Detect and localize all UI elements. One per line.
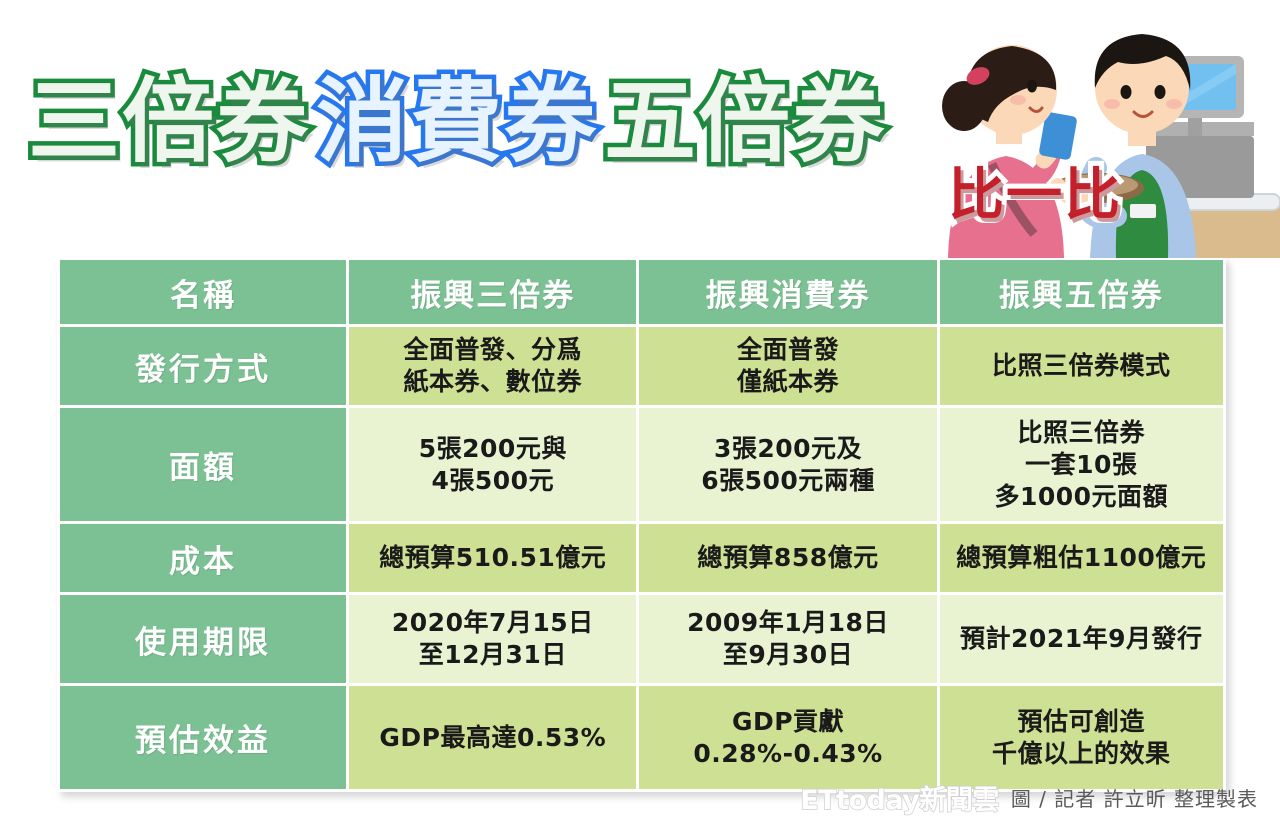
- cell-issue-method-consumer: 全面普發 僅紙本券: [639, 327, 937, 405]
- table-row: 成本 總預算510.51億元 總預算858億元 總預算粗估1100億元: [60, 524, 1223, 592]
- cell-benefit-consumer: GDP貢獻 0.28%-0.43%: [639, 686, 937, 789]
- row-label-cost: 成本: [60, 524, 347, 592]
- footer: ETtoday新聞雲 圖 / 記者 許立昕 整理製表: [799, 778, 1258, 817]
- header-cell-triple: 振興三倍券: [349, 260, 637, 324]
- credit-text: 圖 / 記者 許立昕 整理製表: [1010, 787, 1258, 811]
- cell-validity-consumer: 2009年1月18日 至9月30日: [639, 595, 937, 683]
- illustration-svg: [942, 34, 1280, 258]
- page-title: 三倍券 消費券 五倍券: [23, 62, 889, 182]
- cell-cost-consumer: 總預算858億元: [639, 524, 937, 592]
- cell-validity-triple: 2020年7月15日 至12月31日: [349, 595, 637, 683]
- cell-issue-method-triple: 全面普發、分爲 紙本券、數位券: [349, 327, 637, 405]
- store-checkout-illustration: [940, 18, 1280, 258]
- ettoday-logo: ETtoday新聞雲: [799, 784, 1000, 817]
- table-row: 面額 5張200元與 4張500元 3張200元及 6張500元兩種 比照三倍券 一套…: [60, 408, 1223, 521]
- row-label-validity: 使用期限: [60, 595, 347, 683]
- header-cell-name: 名稱: [60, 260, 347, 324]
- table-row: 發行方式 全面普發、分爲 紙本券、數位券 全面普發 僅紙本券 比照三倍券模式: [60, 327, 1223, 405]
- comparison-table: 名稱 振興三倍券 振興消費券 振興五倍券 發行方式 全面普發、分爲 紙本券、數位券…: [57, 257, 1226, 792]
- cell-benefit-quintuple: 預估可創造 千億以上的效果: [939, 686, 1223, 789]
- title-segment-wubeiquan: 五倍券: [600, 68, 889, 175]
- compare-badge-label: 比一比: [943, 163, 1125, 229]
- table-row: 使用期限 2020年7月15日 至12月31日 2009年1月18日 至9月30日 …: [60, 595, 1223, 683]
- table-row: 預估效益 GDP最高達0.53% GDP貢獻 0.28%-0.43% 預估可創造千…: [60, 686, 1223, 789]
- cell-denomination-quintuple: 比照三倍券 一套10張 多1000元面額: [939, 408, 1223, 521]
- cell-issue-method-quintuple: 比照三倍券模式: [939, 327, 1223, 405]
- row-label-expected-benefit: 預估效益: [60, 686, 347, 789]
- title-segment-sanbeiquan: 三倍券: [23, 68, 312, 175]
- header-cell-quintuple: 振興五倍券: [939, 260, 1223, 324]
- cell-cost-triple: 總預算510.51億元: [349, 524, 637, 592]
- compare-badge: 比一比: [943, 163, 1125, 229]
- row-label-issue-method: 發行方式: [60, 327, 347, 405]
- cell-validity-quintuple: 預計2021年9月發行: [939, 595, 1223, 683]
- row-label-denomination: 面額: [60, 408, 347, 521]
- cell-denomination-consumer: 3張200元及 6張500元兩種: [639, 408, 937, 521]
- cell-cost-quintuple: 總預算粗估1100億元: [939, 524, 1223, 592]
- title-segment-xiaofeiquan: 消費券: [312, 68, 601, 175]
- table-header-row: 名稱 振興三倍券 振興消費券 振興五倍券: [60, 260, 1223, 324]
- header-cell-consumer: 振興消費券: [639, 260, 937, 324]
- cell-denomination-triple: 5張200元與 4張500元: [349, 408, 637, 521]
- cell-benefit-triple: GDP最高達0.53%: [349, 686, 637, 789]
